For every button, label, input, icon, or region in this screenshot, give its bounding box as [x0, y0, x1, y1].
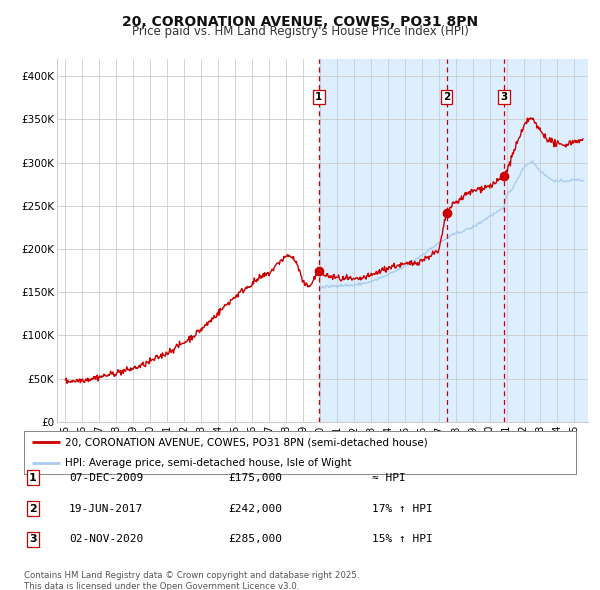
- Text: Price paid vs. HM Land Registry's House Price Index (HPI): Price paid vs. HM Land Registry's House …: [131, 25, 469, 38]
- Text: £175,000: £175,000: [228, 473, 282, 483]
- Text: ≈ HPI: ≈ HPI: [372, 473, 406, 483]
- Text: 3: 3: [500, 92, 508, 102]
- Text: 2: 2: [29, 504, 37, 513]
- Text: £285,000: £285,000: [228, 535, 282, 544]
- Text: 15% ↑ HPI: 15% ↑ HPI: [372, 535, 433, 544]
- Text: 1: 1: [29, 473, 37, 483]
- Text: 20, CORONATION AVENUE, COWES, PO31 8PN (semi-detached house): 20, CORONATION AVENUE, COWES, PO31 8PN (…: [65, 437, 428, 447]
- Text: 2: 2: [443, 92, 450, 102]
- Text: 20, CORONATION AVENUE, COWES, PO31 8PN: 20, CORONATION AVENUE, COWES, PO31 8PN: [122, 15, 478, 29]
- Text: HPI: Average price, semi-detached house, Isle of Wight: HPI: Average price, semi-detached house,…: [65, 458, 352, 468]
- Text: £242,000: £242,000: [228, 504, 282, 513]
- Bar: [319, 59, 588, 422]
- Text: 02-NOV-2020: 02-NOV-2020: [69, 535, 143, 544]
- Text: 07-DEC-2009: 07-DEC-2009: [69, 473, 143, 483]
- Text: 19-JUN-2017: 19-JUN-2017: [69, 504, 143, 513]
- Text: 17% ↑ HPI: 17% ↑ HPI: [372, 504, 433, 513]
- Text: 1: 1: [315, 92, 322, 102]
- Text: 3: 3: [29, 535, 37, 544]
- Text: Contains HM Land Registry data © Crown copyright and database right 2025.
This d: Contains HM Land Registry data © Crown c…: [24, 571, 359, 590]
